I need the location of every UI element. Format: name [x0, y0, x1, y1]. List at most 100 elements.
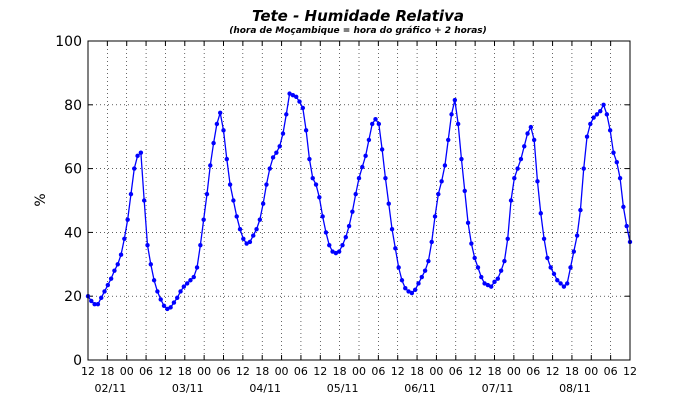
x-tick-label: 00 — [429, 365, 443, 378]
data-point — [264, 182, 269, 187]
x-tick-label: 06 — [449, 365, 463, 378]
x-tick-label: 06 — [139, 365, 153, 378]
data-point — [571, 249, 577, 254]
data-point — [386, 201, 391, 206]
data-point — [317, 195, 322, 200]
data-point — [320, 214, 325, 219]
data-point — [346, 223, 352, 229]
data-point — [115, 262, 120, 267]
data-point — [551, 271, 557, 277]
data-point — [611, 150, 616, 155]
data-point — [548, 265, 553, 270]
x-tick-label: 12 — [158, 365, 172, 378]
data-point — [175, 295, 180, 300]
x-tick-label: 12 — [468, 365, 482, 378]
data-point — [112, 268, 117, 273]
data-point — [399, 278, 405, 283]
data-point — [297, 99, 302, 104]
data-point — [168, 305, 173, 310]
data-point — [333, 250, 339, 256]
data-point — [132, 166, 137, 171]
data-point — [422, 268, 428, 273]
data-point — [419, 274, 424, 280]
data-point — [584, 134, 590, 139]
data-point — [340, 242, 345, 248]
data-point — [624, 223, 629, 229]
data-point — [578, 207, 583, 213]
x-tick-label: 06 — [604, 365, 618, 378]
data-point — [393, 246, 398, 251]
x-tick-label: 06 — [371, 365, 385, 378]
data-point — [459, 156, 464, 162]
data-point — [376, 121, 382, 127]
data-point — [363, 153, 368, 159]
data-point — [145, 242, 150, 248]
data-point — [472, 255, 477, 261]
data-point — [227, 182, 233, 187]
data-point — [621, 204, 626, 210]
data-point — [442, 163, 448, 168]
data-point — [515, 166, 520, 171]
x-axis-date-labels: 02/11 03/11 04/11 05/11 06/11 07/11 08/11 — [95, 382, 591, 395]
data-point — [270, 155, 276, 160]
y-axis-ticks: 0 20 40 60 80 100 — [55, 34, 630, 369]
data-point — [231, 198, 236, 203]
data-point — [280, 131, 286, 136]
data-point — [307, 156, 312, 162]
data-point — [254, 227, 259, 232]
data-point — [452, 97, 458, 103]
data-point — [360, 164, 365, 170]
data-point — [287, 91, 292, 96]
x-tick-label: 12 — [623, 365, 637, 378]
data-point — [148, 262, 153, 267]
data-point — [234, 214, 239, 219]
data-point — [310, 175, 315, 181]
data-point — [525, 131, 530, 136]
data-point — [356, 175, 362, 181]
x-date-label: 08/11 — [559, 382, 591, 395]
x-tick-label: 18 — [410, 365, 424, 378]
data-point — [247, 239, 253, 245]
data-point — [178, 289, 183, 294]
data-point — [244, 241, 249, 246]
y-tick-label: 20 — [64, 289, 82, 305]
data-point — [492, 279, 497, 285]
data-point — [208, 163, 213, 168]
data-point — [479, 274, 484, 280]
data-point — [568, 265, 573, 270]
data-point — [617, 175, 623, 181]
x-tick-label: 12 — [313, 365, 327, 378]
data-point — [95, 301, 101, 307]
data-point — [604, 112, 610, 117]
data-point — [151, 278, 157, 283]
data-point — [353, 191, 358, 197]
x-tick-label: 06 — [294, 365, 308, 378]
data-point — [412, 287, 418, 293]
data-point — [545, 255, 550, 261]
x-tick-label: 00 — [275, 365, 289, 378]
data-point — [224, 156, 229, 162]
data-point — [214, 121, 220, 127]
data-point — [591, 115, 596, 120]
x-date-label: 07/11 — [482, 382, 514, 395]
data-point — [581, 166, 586, 171]
data-point — [165, 306, 170, 312]
data-point — [188, 278, 193, 283]
x-tick-label: 18 — [333, 365, 347, 378]
data-point — [601, 102, 606, 108]
data-point — [158, 297, 163, 302]
data-point — [432, 214, 438, 219]
data-point — [426, 258, 431, 264]
data-point — [284, 112, 289, 117]
data-point — [241, 236, 246, 241]
data-point — [108, 276, 114, 281]
y-tick-label: 40 — [64, 225, 82, 241]
data-point — [99, 295, 104, 300]
data-point — [161, 303, 167, 308]
data-point — [607, 128, 613, 133]
x-tick-label: 18 — [488, 365, 502, 378]
data-point — [531, 137, 537, 143]
x-tick-label: 18 — [100, 365, 114, 378]
data-point — [565, 281, 570, 286]
